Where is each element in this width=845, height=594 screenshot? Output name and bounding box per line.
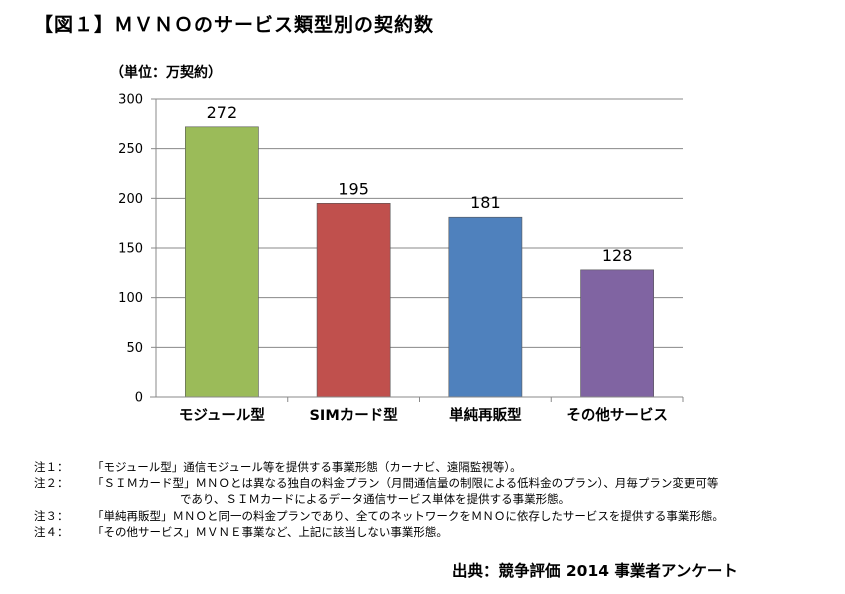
footnote-text: 「その他サービス」ＭＶＮＥ事業など、上記に該当しない事業形態。 — [92, 524, 448, 539]
x-category-label: 単純再販型 — [449, 406, 522, 424]
y-tick-label: 100 — [118, 291, 143, 306]
bar — [580, 269, 654, 398]
source-citation: 出典：競争評価 2014 事業者アンケート — [452, 562, 738, 580]
y-tick-label: 50 — [126, 341, 143, 356]
footnote-label: 注４： — [34, 524, 69, 539]
bar-chart: 0 50 100 150 200 250 300 272 195 181 128 モジュール型 SI… — [118, 93, 684, 424]
y-tick-label: 0 — [135, 391, 143, 406]
bars — [185, 126, 654, 398]
data-label: 195 — [338, 179, 369, 198]
footnote-row: 注３： 「単純再販型」ＭＮＯと同一の料金プランであり、全てのネットワークをＭＮＯに… — [34, 508, 724, 524]
data-label: 181 — [470, 193, 501, 212]
footnote-label: 注３： — [34, 508, 69, 523]
footnote-text: 「単純再販型」ＭＮＯと同一の料金プランであり、全てのネットワークをＭＮＯに依存し… — [92, 508, 724, 523]
footnote-row: 注１： 「モジュール型」通信モジュール等を提供する事業形態（カーナビ、遠隔監視等）… — [34, 459, 724, 475]
footnote-label: 注１： — [34, 460, 69, 474]
axes — [150, 99, 683, 398]
footnote-row: 注２： 「ＳＩＭカード型」ＭＮＯとは異なる独自の料金プラン（月間通信量の制限による… — [34, 475, 724, 491]
x-category-label: モジュール型 — [179, 406, 265, 424]
y-tick-label: 150 — [118, 242, 143, 257]
unit-label: （単位：万契約） — [110, 65, 222, 81]
x-category-labels: モジュール型 SIMカード型 単純再販型 その他サービス — [179, 406, 668, 424]
data-labels: 272 195 181 128 — [207, 103, 633, 265]
bar — [316, 203, 391, 398]
y-tick-label: 200 — [118, 192, 143, 207]
x-category-label: その他サービス — [566, 406, 668, 424]
y-tick-labels: 0 50 100 150 200 250 300 — [118, 93, 143, 406]
footnote-text: 「モジュール型」通信モジュール等を提供する事業形態（カーナビ、遠隔監視等）。 — [92, 460, 522, 474]
footnotes: 注１： 「モジュール型」通信モジュール等を提供する事業形態（カーナビ、遠隔監視等）… — [34, 459, 724, 540]
data-label: 128 — [602, 246, 633, 265]
x-category-label: SIMカード型 — [309, 406, 398, 424]
footnote-row: 注４： 「その他サービス」ＭＶＮＥ事業など、上記に該当しない事業形態。 — [34, 524, 724, 540]
bar — [185, 126, 259, 398]
data-label: 272 — [207, 103, 238, 122]
footnote-label: 注２： — [34, 476, 69, 491]
figure-title: 【図１】ＭＶＮＯのサービス類型別の契約数 — [34, 14, 435, 36]
y-tick-label: 300 — [118, 93, 143, 108]
footnote-continuation: であり、ＳＩＭカードによるデータ通信サービス単体を提供する事業形態。 — [180, 492, 571, 507]
footnote-text: 「ＳＩＭカード型」ＭＮＯとは異なる独自の料金プラン（月間通信量の制限による低料金… — [92, 476, 719, 491]
bar — [448, 216, 523, 398]
y-tick-label: 250 — [118, 142, 143, 157]
